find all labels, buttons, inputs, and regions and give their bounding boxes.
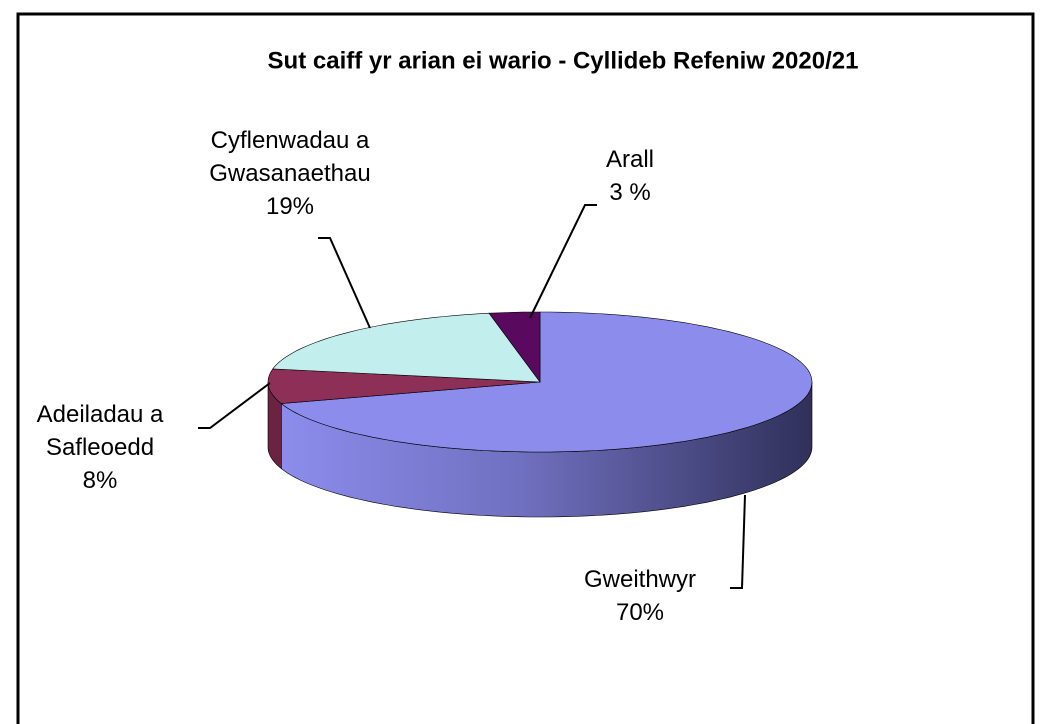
value-label: 70% <box>615 599 665 626</box>
leader-line <box>529 204 597 319</box>
slice <box>280 311 813 453</box>
slice-label: Adeiladau a Safleoedd 8% <box>10 398 190 497</box>
slice-label: Cyflenwadau a Gwasanaethau 19% <box>160 124 420 223</box>
leader-line <box>730 494 746 589</box>
leader-line <box>198 382 271 429</box>
value-label: 8% <box>82 467 118 494</box>
leader-line <box>318 237 371 329</box>
slice <box>267 368 541 404</box>
frame <box>16 12 1035 724</box>
slice-label: Arall 3 % <box>570 143 690 209</box>
category-label: Cyflenwadau a Gwasanaethau <box>209 127 371 187</box>
slice-label: Gweithwyr 70% <box>540 563 740 629</box>
value-label: 3 % <box>609 179 651 206</box>
slice <box>272 312 541 383</box>
value-label: 19% <box>265 193 315 220</box>
chart-title: Sut caiff yr arian ei wario - Cyllideb R… <box>268 47 859 74</box>
category-label: Arall <box>605 146 654 173</box>
slice <box>488 311 541 383</box>
category-label: Adeiladau a Safleoedd <box>36 401 164 461</box>
category-label: Gweithwyr <box>583 566 697 593</box>
